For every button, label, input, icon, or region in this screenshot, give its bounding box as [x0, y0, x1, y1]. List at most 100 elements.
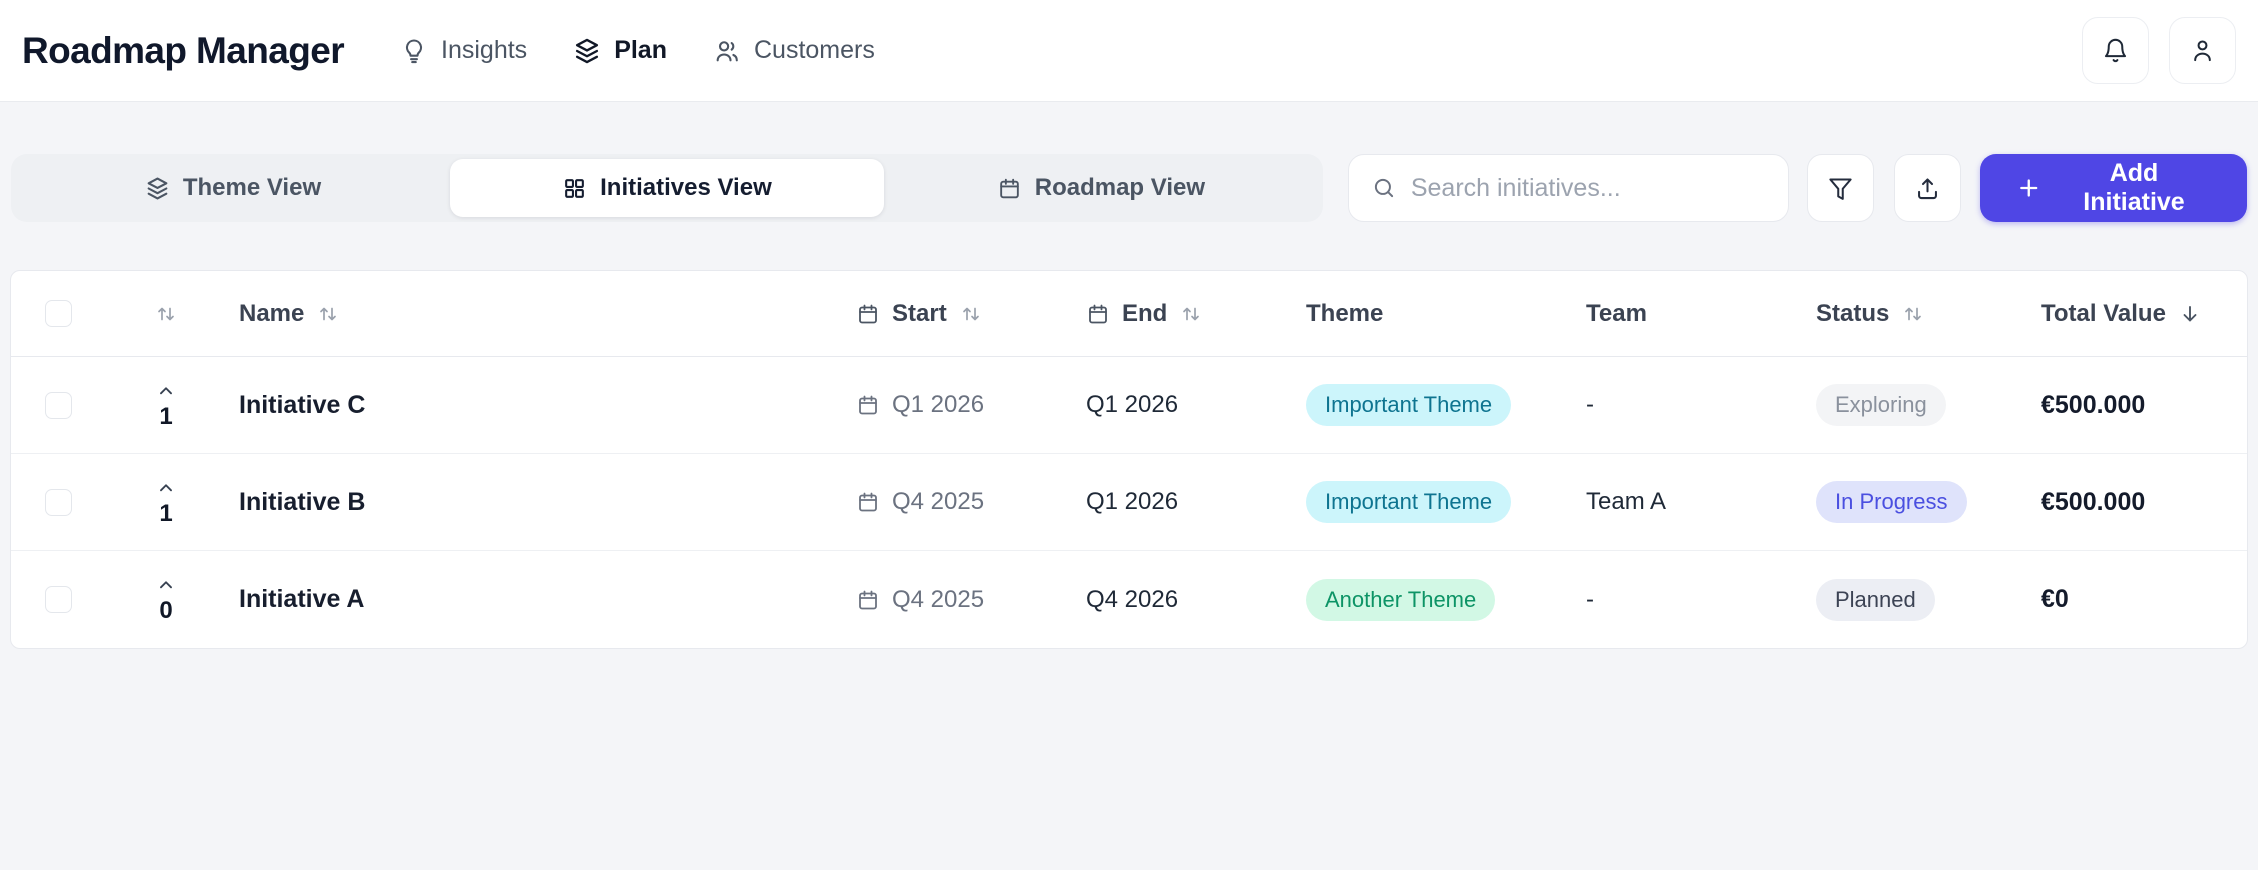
main-nav: Insights Plan Customers — [400, 36, 875, 65]
start-cell: Q4 2025 — [826, 586, 1056, 614]
initiative-name[interactable]: Initiative B — [239, 487, 366, 516]
start-value: Q1 2026 — [892, 391, 985, 418]
initiative-name[interactable]: Initiative C — [239, 390, 366, 419]
rank-cell: 1 — [111, 380, 221, 431]
users-icon — [716, 40, 738, 61]
total-value-cell: €500.000 — [2041, 390, 2146, 419]
theme-cell: Important Theme — [1276, 481, 1556, 523]
layers-icon — [147, 177, 168, 199]
nav-item-label: Customers — [753, 36, 875, 64]
team-cell: - — [1586, 391, 1594, 418]
tab-label: Initiatives View — [600, 174, 772, 201]
table-row: 1 Initiative C Q1 2026 Q1 2026 Important… — [11, 357, 2247, 454]
column-label: Theme — [1306, 299, 1384, 327]
sort-both-icon — [1901, 302, 1925, 326]
plus-icon — [2019, 179, 2037, 197]
status-badge: In Progress — [1816, 481, 1967, 523]
end-cell: Q1 2026 — [1056, 488, 1276, 516]
end-value: Q1 2026 — [1086, 391, 1179, 418]
lightbulb-icon — [405, 38, 423, 63]
sort-both-icon — [959, 302, 983, 326]
search-box — [1347, 154, 1789, 222]
user-icon — [2194, 40, 2211, 62]
row-checkbox[interactable] — [45, 586, 72, 613]
status-cell: Exploring — [1786, 384, 2011, 426]
account-button[interactable] — [2169, 17, 2236, 84]
rank-value: 0 — [159, 597, 173, 624]
rank-value: 1 — [159, 402, 173, 430]
end-cell: Q4 2026 — [1056, 586, 1276, 614]
team-cell: - — [1586, 585, 1594, 613]
table-row: 0 Initiative A Q4 2025 Q4 2026 Another T… — [11, 551, 2247, 648]
theme-cell: Another Theme — [1276, 578, 1556, 621]
theme-cell: Important Theme — [1276, 384, 1556, 426]
column-header-end[interactable]: End — [1056, 300, 1276, 328]
theme-badge: Important Theme — [1306, 481, 1512, 523]
initiatives-table: Name Start End Theme Team Status Total V… — [10, 270, 2248, 649]
calendar-icon — [859, 492, 877, 512]
search-input[interactable] — [1410, 173, 1766, 203]
row-select-cell — [11, 586, 111, 613]
app-header: Roadmap Manager Insights Plan Customers — [0, 0, 2258, 102]
calendar-icon — [999, 178, 1019, 198]
filter-button[interactable] — [1806, 154, 1874, 222]
add-initiative-button[interactable]: Add Initiative — [1979, 154, 2247, 222]
chevron-up-icon — [160, 483, 172, 491]
move-up-button[interactable] — [155, 574, 177, 596]
upload-icon — [1917, 177, 1937, 199]
column-header-start[interactable]: Start — [826, 300, 1056, 328]
sort-both-icon — [154, 302, 178, 326]
calendar-icon — [859, 395, 877, 415]
select-all-checkbox[interactable] — [45, 300, 72, 327]
notifications-button[interactable] — [2082, 17, 2149, 84]
select-all-cell — [11, 300, 111, 327]
total-value-cell: €500.000 — [2041, 487, 2146, 516]
rank-cell: 0 — [111, 574, 221, 625]
start-value: Q4 2025 — [892, 585, 985, 613]
end-cell: Q1 2026 — [1056, 391, 1276, 419]
row-checkbox[interactable] — [45, 391, 72, 419]
status-cell: In Progress — [1786, 481, 2011, 523]
add-initiative-label: Add Initiative — [2083, 159, 2185, 216]
row-select-cell — [11, 488, 111, 516]
tab-initiatives-view[interactable]: Initiatives View — [449, 159, 884, 217]
toolbar: Theme View Initiatives View Roadmap View… — [0, 154, 2258, 222]
end-value: Q1 2026 — [1086, 488, 1179, 515]
row-checkbox[interactable] — [45, 488, 72, 516]
start-cell: Q4 2025 — [826, 488, 1056, 516]
tab-roadmap-view[interactable]: Roadmap View — [884, 159, 1318, 217]
start-value: Q4 2025 — [892, 488, 985, 515]
theme-badge: Another Theme — [1306, 578, 1496, 621]
chevron-up-icon — [160, 581, 172, 589]
initiative-name[interactable]: Initiative A — [239, 585, 365, 613]
sort-both-icon — [316, 302, 340, 326]
column-label: Name — [239, 299, 305, 327]
funnel-icon — [1829, 177, 1852, 200]
nav-item-label: Insights — [441, 36, 528, 64]
tab-label: Theme View — [182, 174, 322, 201]
move-up-button[interactable] — [155, 380, 177, 402]
move-up-button[interactable] — [155, 477, 177, 499]
nav-item-customers[interactable]: Customers — [713, 36, 875, 65]
bell-icon — [2104, 38, 2127, 63]
rank-sort-header[interactable] — [111, 302, 221, 326]
row-select-cell — [11, 391, 111, 419]
column-header-total-value[interactable]: Total Value — [2011, 300, 2247, 328]
total-value-cell: €0 — [2041, 585, 2069, 613]
column-label: Start — [892, 299, 947, 327]
layers-icon — [576, 38, 599, 63]
nav-item-plan[interactable]: Plan — [573, 36, 667, 65]
export-button[interactable] — [1893, 154, 1961, 222]
calendar-icon — [1089, 304, 1107, 323]
nav-item-insights[interactable]: Insights — [400, 36, 527, 65]
theme-badge: Important Theme — [1306, 384, 1512, 426]
column-header-team: Team — [1556, 300, 1786, 328]
grid-icon — [565, 178, 584, 198]
calendar-icon — [859, 304, 877, 323]
column-header-name[interactable]: Name — [221, 300, 826, 328]
tab-theme-view[interactable]: Theme View — [16, 159, 450, 217]
column-header-status[interactable]: Status — [1786, 300, 2011, 328]
column-header-theme: Theme — [1276, 300, 1556, 328]
search-icon — [1374, 178, 1393, 198]
start-cell: Q1 2026 — [826, 391, 1056, 419]
